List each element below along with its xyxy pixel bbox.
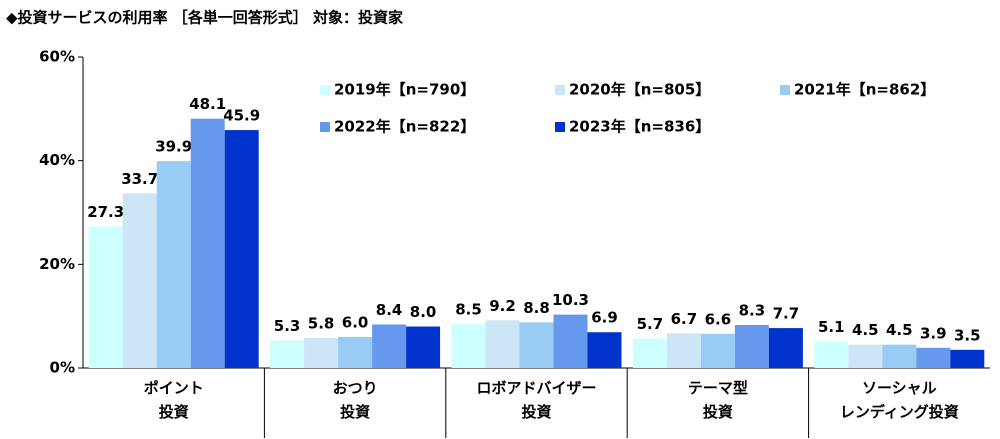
data-label: 6.7	[671, 310, 698, 328]
bar	[950, 349, 985, 368]
data-label: 3.9	[920, 324, 947, 342]
bar	[882, 344, 917, 368]
bar	[700, 333, 735, 368]
data-label: 48.1	[189, 95, 226, 113]
data-label: 8.3	[739, 301, 766, 319]
data-label: 39.9	[155, 138, 192, 156]
legend-swatch	[320, 85, 330, 95]
bar	[587, 332, 622, 368]
data-label: 5.7	[637, 315, 664, 333]
data-label: 33.7	[121, 170, 158, 188]
legend-label: 2022年【n=822】	[334, 118, 475, 136]
data-label: 4.5	[852, 321, 879, 339]
data-label: 10.3	[552, 291, 589, 309]
data-label: 6.9	[591, 309, 618, 327]
bar	[156, 161, 191, 368]
data-label: 3.5	[954, 326, 981, 344]
bar	[916, 347, 951, 368]
chart-title: ◆投資サービスの利用率 ［各単一回答形式］ 対象：投資家	[6, 9, 403, 27]
legend-swatch	[780, 85, 790, 95]
legend-label: 2019年【n=790】	[334, 81, 475, 99]
bar	[814, 341, 849, 368]
x-tick-label: テーマ型投資	[688, 379, 748, 421]
data-label: 8.4	[376, 301, 403, 319]
bar	[338, 336, 373, 368]
y-tick-label: 40%	[39, 151, 75, 169]
bar	[519, 322, 554, 368]
x-tick-label: ロボアドバイザー投資	[476, 379, 596, 421]
bar	[406, 326, 441, 368]
bar	[734, 324, 769, 368]
y-tick-label: 60%	[39, 48, 75, 66]
data-label: 4.5	[886, 321, 913, 339]
legend-label: 2021年【n=862】	[794, 81, 935, 99]
y-tick-label: 0%	[50, 359, 75, 377]
bar	[848, 344, 883, 368]
data-label: 9.2	[489, 297, 516, 315]
bar	[768, 328, 803, 368]
legend-label: 2020年【n=805】	[569, 81, 710, 99]
bar	[372, 324, 407, 368]
y-tick-label: 20%	[39, 255, 75, 273]
data-label: 8.8	[523, 299, 550, 317]
data-label: 7.7	[773, 305, 800, 323]
bar	[304, 337, 339, 368]
legend-label: 2023年【n=836】	[569, 118, 710, 136]
data-label: 6.0	[342, 313, 369, 331]
data-label: 5.8	[308, 314, 335, 332]
bar	[451, 323, 486, 368]
bar	[88, 226, 123, 368]
bar	[553, 314, 588, 368]
legend-swatch	[555, 122, 565, 132]
data-label: 5.3	[274, 317, 301, 335]
x-tick-label: ソーシャルレンディング投資	[840, 379, 959, 421]
data-label: 8.5	[455, 300, 482, 318]
legend-swatch	[320, 122, 330, 132]
bar	[666, 333, 701, 368]
bar	[224, 130, 259, 368]
data-label: 27.3	[87, 203, 124, 221]
legend-swatch	[555, 85, 565, 95]
data-label: 45.9	[223, 107, 260, 125]
bar	[632, 338, 667, 368]
data-label: 5.1	[818, 318, 845, 336]
x-tick-label: ポイント投資	[144, 379, 204, 421]
bar	[485, 320, 520, 368]
bar	[122, 193, 157, 368]
data-label: 8.0	[410, 303, 437, 321]
data-label: 6.6	[705, 310, 732, 328]
x-tick-label: おつり投資	[333, 379, 378, 421]
bar	[190, 118, 225, 368]
bar	[270, 340, 305, 368]
